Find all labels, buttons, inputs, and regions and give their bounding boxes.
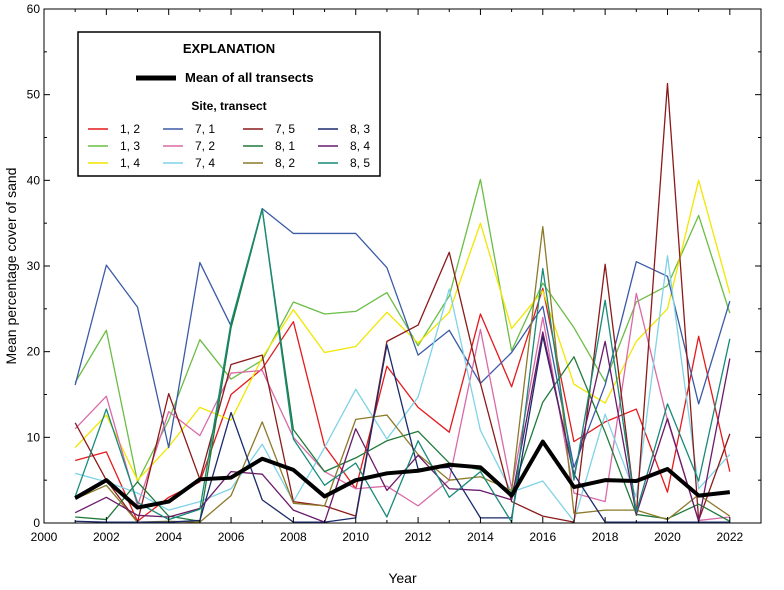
legend-entry-label: 8, 5 — [350, 156, 370, 170]
legend-entry-label: 8, 2 — [275, 156, 295, 170]
x-tick-label: 2000 — [31, 530, 58, 544]
series-line-8-1 — [75, 208, 731, 522]
y-tick-label: 10 — [27, 430, 41, 444]
legend: EXPLANATION Mean of all transects Site, … — [77, 31, 381, 177]
series-line-7-2 — [74, 292, 730, 522]
series-line-8-3 — [75, 335, 730, 523]
y-tick-label: 30 — [27, 259, 41, 273]
legend-entry-label: 8, 3 — [350, 122, 370, 136]
series-lines — [74, 82, 731, 523]
x-axis-title: Year — [388, 570, 417, 586]
mean-line — [74, 439, 731, 510]
y-tick-label: 20 — [27, 345, 41, 359]
x-tick-label: 2012 — [405, 530, 432, 544]
legend-entry-label: 1, 2 — [120, 122, 140, 136]
mean-line-group — [74, 439, 731, 510]
legend-mean-label: Mean of all transects — [185, 70, 314, 85]
axes: 2000 2002 2004 2006 2008 2010 2012 2014 2016 2018… — [27, 2, 761, 544]
series-line-7-1 — [74, 207, 731, 468]
x-tick-label: 2016 — [529, 530, 556, 544]
x-tick-label: 2004 — [155, 530, 182, 544]
legend-entry-label: 1, 4 — [120, 156, 140, 170]
legend-entry-label: 7, 4 — [195, 156, 215, 170]
y-axis-title: Mean percentage cover of sand — [3, 168, 19, 365]
legend-box — [77, 31, 381, 177]
x-tick-label: 2008 — [280, 530, 307, 544]
plot-area: 2000 2002 2004 2006 2008 2010 2012 2014 2016 2018… — [27, 2, 762, 544]
series-line-1-3 — [74, 178, 731, 483]
legend-entry-label: 7, 2 — [195, 139, 215, 153]
x-tick-label: 2020 — [654, 530, 681, 544]
legend-entry-label: 8, 4 — [350, 139, 370, 153]
x-tick-label: 2006 — [218, 530, 245, 544]
legend-entries: 1, 2 1, 3 1, 4 7, 1 7, 2 7, 4 7, 5 8, 1 8, 2 8, 3… — [88, 122, 370, 170]
legend-entry-label: 8, 1 — [275, 139, 295, 153]
y-tick-label: 0 — [33, 516, 40, 530]
legend-entry-label: 7, 5 — [275, 122, 295, 136]
legend-entry-label: 7, 1 — [195, 122, 215, 136]
legend-title: EXPLANATION — [183, 41, 275, 56]
x-tick-label: 2022 — [716, 530, 743, 544]
y-tick-label: 60 — [27, 2, 41, 16]
series-line-8-5 — [74, 207, 731, 523]
series-line-7-5 — [74, 82, 731, 523]
x-tick-label: 2014 — [467, 530, 494, 544]
series-line-8-4 — [74, 331, 731, 523]
y-tick-label: 40 — [27, 173, 41, 187]
x-tick-label: 2010 — [342, 530, 369, 544]
legend-subtitle: Site, transect — [191, 99, 266, 113]
series-line-7-4 — [75, 255, 731, 522]
x-tick-label: 2002 — [93, 530, 120, 544]
x-tick-label: 2018 — [592, 530, 619, 544]
series-line-1-4 — [74, 179, 731, 481]
legend-entry-label: 1, 3 — [120, 139, 140, 153]
y-tick-label: 50 — [27, 88, 41, 102]
